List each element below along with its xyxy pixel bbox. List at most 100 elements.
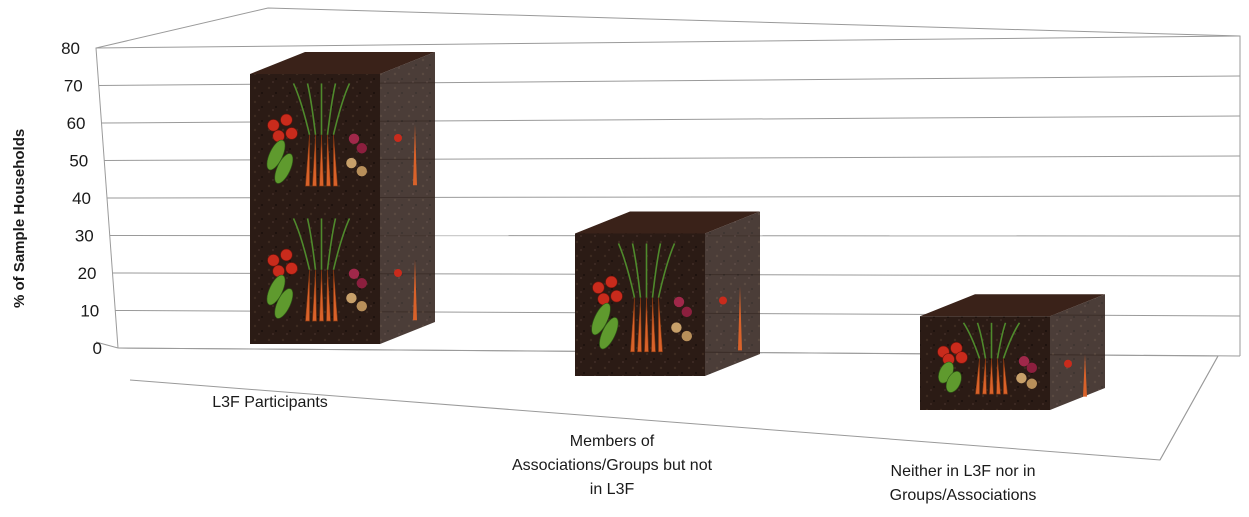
carrot-greens-icon — [332, 218, 351, 270]
carrot-icon — [413, 259, 417, 321]
carrot-icon — [413, 124, 417, 186]
carrot-icon — [738, 286, 742, 351]
y-tick-label: 60 — [67, 114, 86, 133]
tomato-icon — [267, 119, 280, 132]
tomato-icon — [605, 275, 618, 289]
category-label-line: Associations/Groups but not — [512, 457, 713, 474]
onion-potato-icon — [681, 330, 692, 342]
cucumber-icon — [945, 371, 962, 393]
carrot-icon — [319, 134, 324, 187]
carrot-greens-icon — [651, 243, 662, 298]
cucumber-icon — [274, 288, 294, 319]
carrot-icon — [996, 358, 1001, 395]
onion-potato-icon — [673, 296, 685, 308]
category-label: Members of Associations/Groups but not in … — [512, 433, 713, 498]
carrot-greens-icon — [326, 83, 337, 135]
onion-potato-icon — [346, 292, 357, 304]
carrot-icon — [333, 269, 338, 322]
category-labels: L3F Participants Members of Associations/G… — [212, 394, 1036, 504]
carrot-icon — [333, 134, 338, 187]
bar-top-face — [920, 294, 1105, 317]
carrot-icon — [637, 297, 642, 353]
cucumber-icon — [591, 302, 611, 336]
onion-potato-icon — [348, 268, 360, 279]
carrot-icon — [319, 269, 324, 322]
carrot-icon — [658, 297, 663, 353]
y-tick-label: 70 — [64, 77, 83, 96]
carrot-icon — [975, 358, 980, 395]
onion-potato-icon — [1018, 356, 1030, 367]
carrot-greens-icon — [306, 83, 317, 135]
carrot-icon — [982, 358, 987, 395]
tomato-icon — [610, 290, 623, 303]
carrot-icon — [326, 134, 331, 187]
tomato-icon — [592, 281, 605, 294]
gridline — [95, 35, 1241, 49]
tomato-icon — [394, 134, 402, 142]
carrot-greens-icon — [962, 322, 981, 359]
y-axis-ticks: 0 10 20 30 40 50 60 70 80 — [61, 39, 102, 358]
onion-potato-icon — [356, 278, 367, 289]
carrot-greens-icon — [976, 322, 987, 359]
cucumber-icon — [599, 317, 619, 350]
onion-potato-icon — [681, 306, 692, 318]
onion-potato-icon — [356, 143, 367, 154]
back-wall-outline — [95, 7, 1241, 356]
carrot-greens-icon — [292, 218, 311, 270]
tomato-icon — [950, 341, 963, 355]
bar-side-face — [380, 52, 435, 344]
tomato-icon — [719, 296, 727, 305]
tomato-icon — [280, 113, 293, 127]
category-label-line: L3F Participants — [212, 394, 328, 411]
carrot-icon — [1083, 354, 1087, 397]
category-label: L3F Participants — [212, 394, 328, 411]
bar-side-face — [705, 211, 760, 376]
cucumber-icon — [274, 153, 294, 184]
y-tick-label: 80 — [61, 39, 80, 58]
onion-potato-icon — [671, 322, 682, 333]
bar — [575, 211, 760, 376]
y-tick-label: 10 — [80, 302, 99, 321]
carrot-greens-icon — [1002, 322, 1021, 359]
carrot-icon — [989, 358, 994, 395]
carrot-icon — [326, 269, 331, 322]
bar-side-face — [1050, 294, 1105, 410]
carrot-greens-icon — [996, 322, 1007, 359]
category-label-line: Members of — [570, 433, 655, 450]
y-tick-label: 40 — [72, 189, 91, 208]
tomato-icon — [285, 262, 298, 275]
y-axis-label: % of Sample Households — [11, 129, 28, 308]
carrot-icon — [305, 269, 310, 322]
y-tick-label: 50 — [69, 152, 88, 171]
bar-top-face — [575, 211, 760, 234]
tomato-icon — [267, 254, 280, 267]
carrot-icon — [1003, 358, 1008, 395]
cucumber-icon — [266, 274, 286, 306]
onion-potato-icon — [356, 166, 367, 177]
carrot-greens-icon — [617, 243, 636, 298]
carrot-greens-icon — [332, 83, 351, 135]
tomato-icon — [285, 127, 298, 140]
floor-right-edge — [1159, 355, 1219, 461]
tomato-icon — [394, 269, 402, 277]
carrot-icon — [630, 297, 635, 353]
category-label-line: Neither in L3F nor in — [891, 463, 1036, 480]
onion-potato-icon — [1026, 362, 1038, 374]
carrot-icon — [305, 134, 310, 187]
bar-top-face — [250, 52, 435, 74]
y-tick-label: 30 — [75, 227, 94, 246]
carrot-greens-icon — [292, 83, 311, 135]
onion-potato-icon — [356, 301, 367, 312]
onion-potato-icon — [348, 133, 360, 144]
carrot-greens-icon — [657, 243, 676, 298]
category-label-line: in L3F — [590, 481, 635, 498]
y-tick-label: 20 — [78, 264, 97, 283]
category-label-line: Groups/Associations — [890, 487, 1037, 504]
carrot-greens-icon — [326, 218, 337, 270]
carrot-icon — [644, 297, 649, 353]
bars — [250, 52, 1105, 410]
tomato-icon — [1064, 359, 1072, 368]
carrot-icon — [312, 134, 317, 187]
